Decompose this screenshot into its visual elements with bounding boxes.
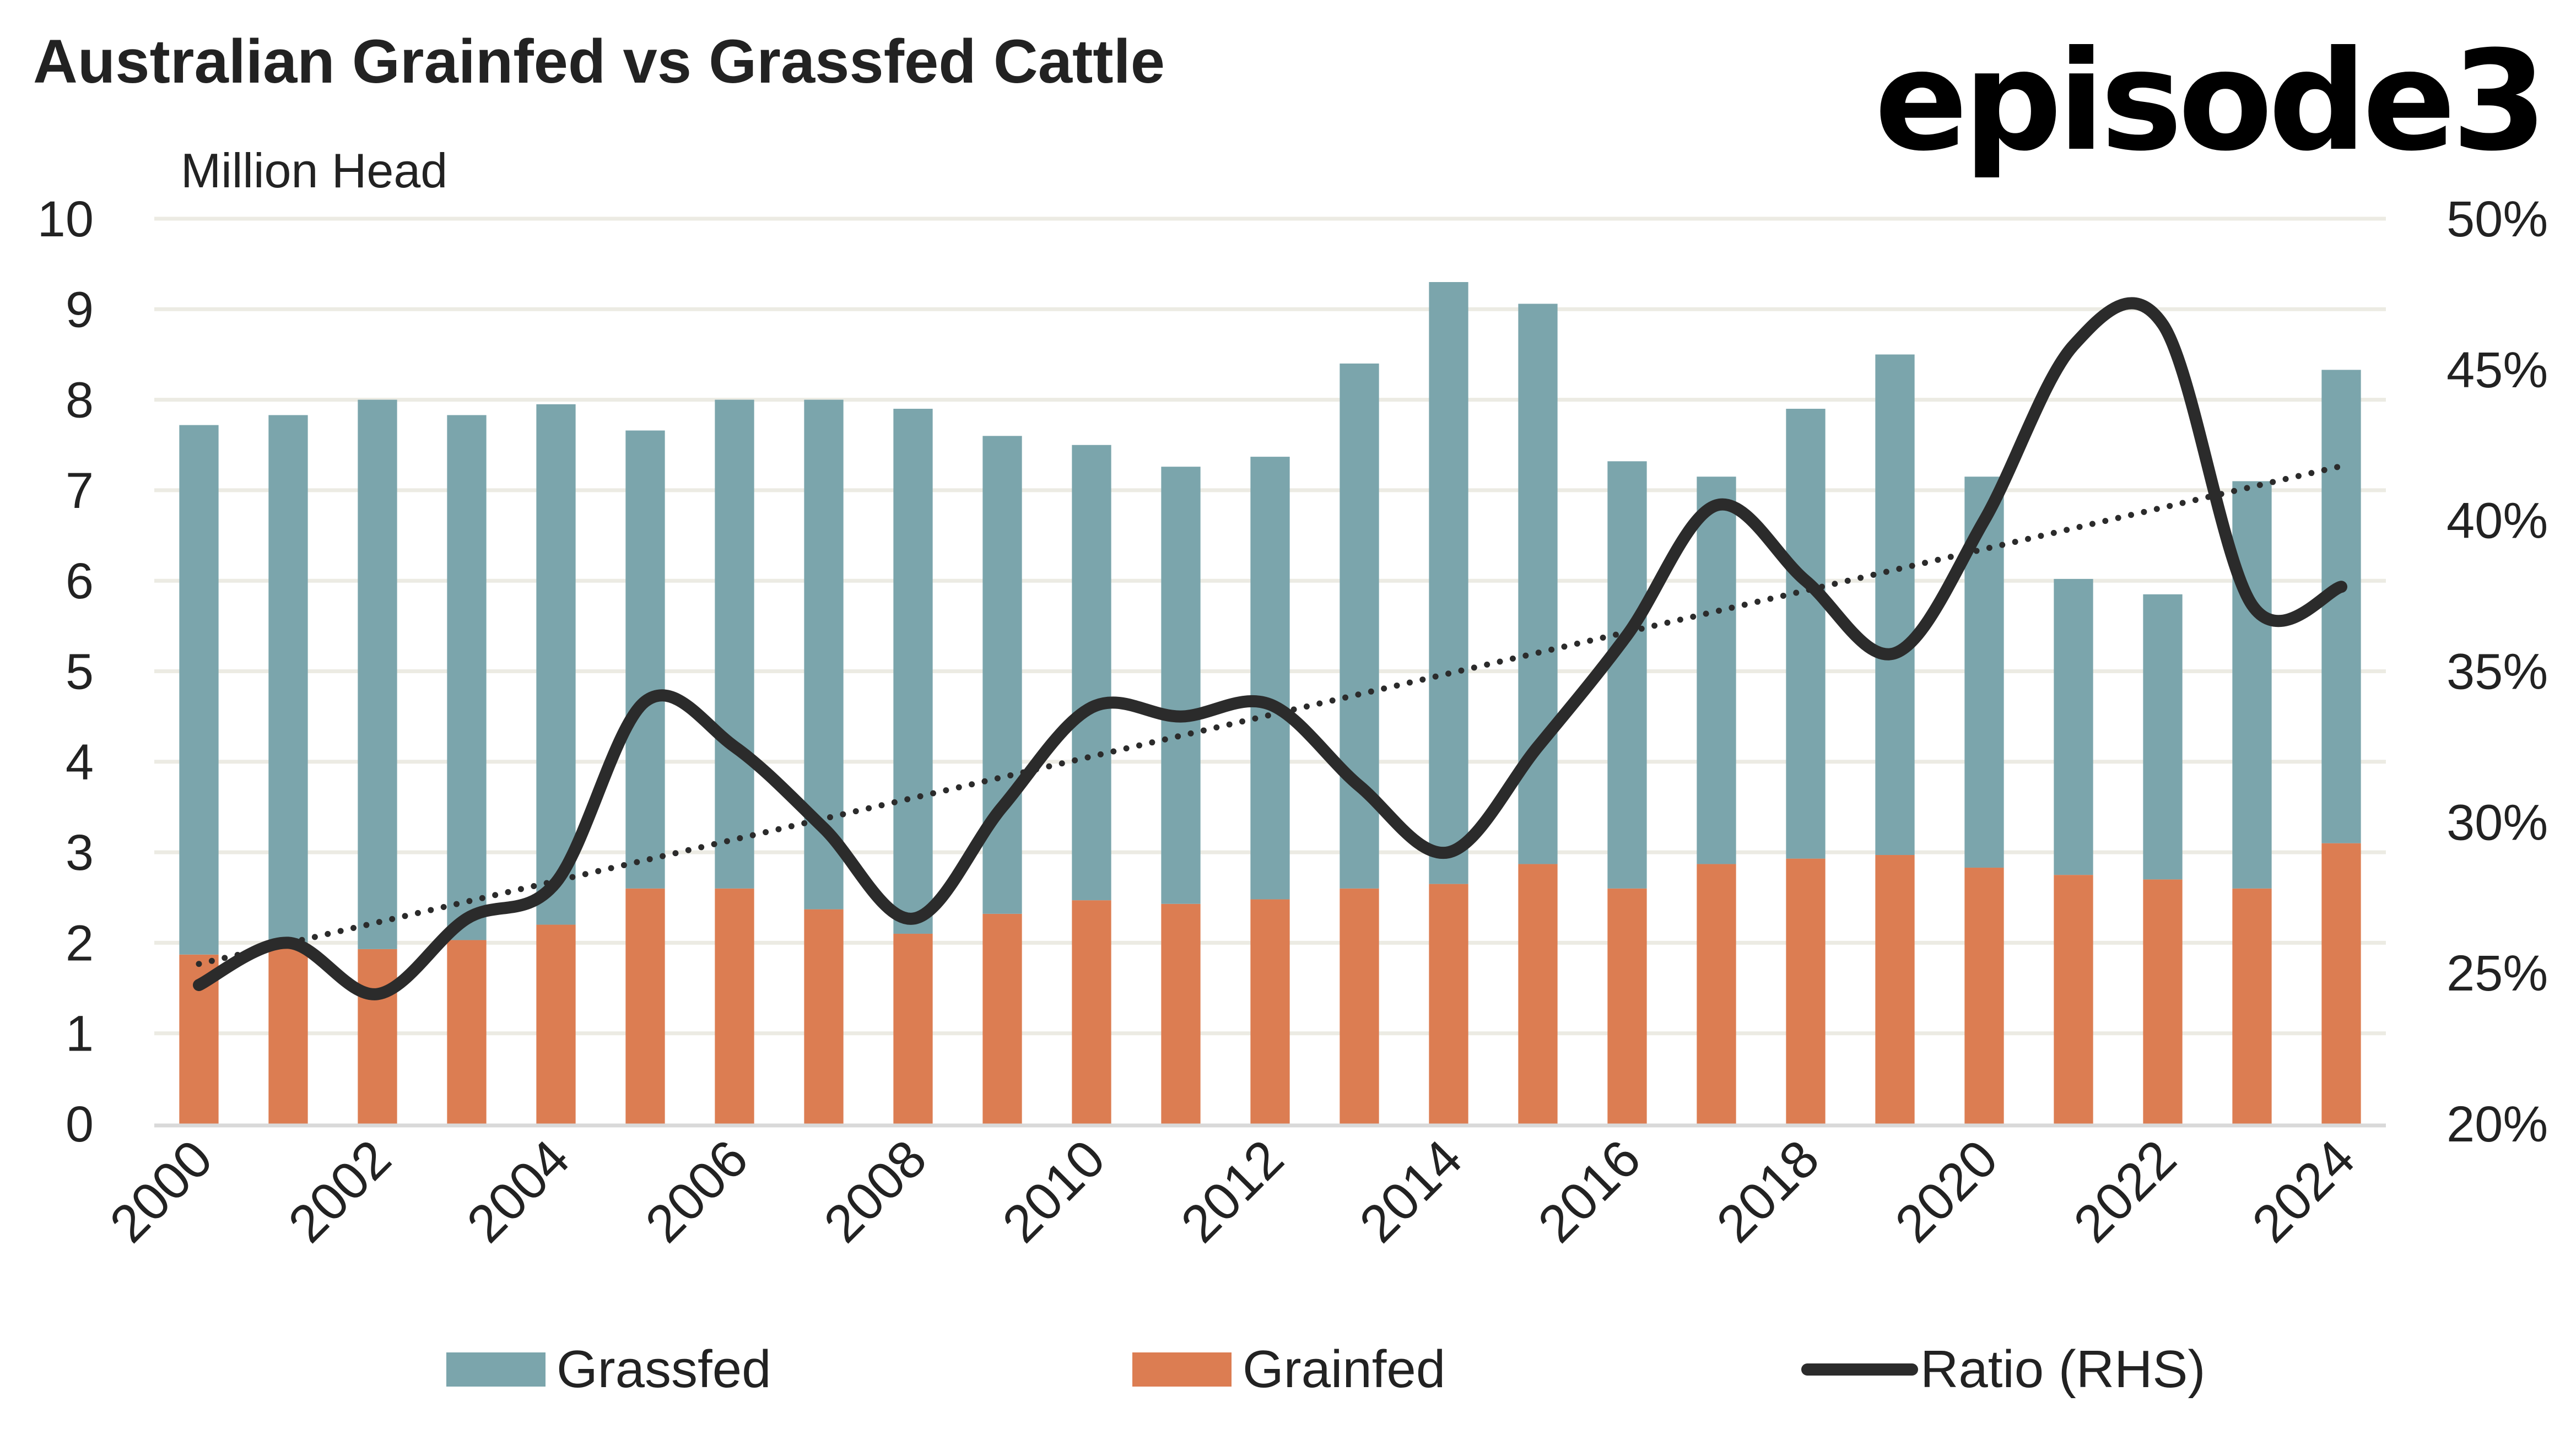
- y-tick-label: 9: [66, 282, 94, 338]
- legend-item: Grassfed: [446, 1340, 771, 1399]
- bar-grassfed: [893, 409, 933, 934]
- legend-item: Grainfed: [1132, 1340, 1445, 1399]
- y2-tick-label: 35%: [2447, 644, 2548, 700]
- y2-axis-ticks: 20% 25% 30% 35% 40% 45% 50%: [2447, 191, 2548, 1152]
- bar-grainfed: [358, 949, 397, 1124]
- y-tick-label: 1: [66, 1006, 94, 1062]
- bar-grainfed: [2143, 879, 2183, 1124]
- bar-grainfed: [1786, 858, 1826, 1124]
- bar-grassfed: [1607, 461, 1647, 889]
- bar-grainfed: [1607, 888, 1647, 1124]
- bar-grainfed: [715, 888, 754, 1124]
- bar-grassfed: [1429, 282, 1468, 884]
- bar-grassfed: [1072, 445, 1111, 901]
- bar-grainfed: [2232, 888, 2272, 1124]
- y2-tick-label: 30%: [2447, 794, 2548, 851]
- x-tick-label: 2000: [99, 1129, 224, 1254]
- bar-grassfed: [1518, 304, 1558, 864]
- bar-grassfed: [179, 425, 219, 955]
- bar-grainfed: [982, 913, 1022, 1124]
- bar-grainfed: [2321, 843, 2361, 1124]
- x-tick-label: 2016: [1527, 1129, 1652, 1254]
- bar-grainfed: [536, 924, 576, 1124]
- bar-grainfed: [2054, 875, 2093, 1124]
- bar-grassfed: [1697, 477, 1736, 864]
- ratio-line-path: [193, 297, 2347, 1000]
- bar-grassfed: [1875, 354, 1915, 856]
- bar-grassfed: [2232, 481, 2272, 889]
- bar-grassfed: [1786, 409, 1826, 859]
- x-tick-label: 2018: [1705, 1129, 1830, 1254]
- y-tick-label: 4: [66, 734, 94, 791]
- x-tick-label: 2014: [1348, 1129, 1473, 1254]
- bar-grassfed: [2143, 594, 2183, 880]
- x-tick-label: 2010: [991, 1129, 1116, 1254]
- bar-grassfed: [1161, 467, 1201, 904]
- y-tick-label: 3: [66, 825, 94, 881]
- y2-tick-label: 45%: [2447, 342, 2548, 398]
- bar-grainfed: [1340, 888, 1379, 1124]
- bar-grainfed: [447, 940, 487, 1124]
- y-tick-label: 8: [66, 372, 94, 429]
- y-axis-ticks: 0 1 2 3 4 5 6 7 8 9 10: [37, 191, 94, 1152]
- x-tick-label: 2002: [277, 1129, 402, 1254]
- legend: Grassfed Grainfed Ratio (RHS): [446, 1340, 2205, 1399]
- bar-grassfed: [2054, 578, 2093, 875]
- bar-grassfed: [447, 415, 487, 940]
- x-tick-label: 2008: [813, 1129, 938, 1254]
- y2-tick-label: 25%: [2447, 945, 2548, 1002]
- bar-grainfed: [625, 888, 665, 1124]
- y-tick-label: 2: [66, 915, 94, 971]
- y-tick-label: 7: [66, 463, 94, 519]
- y-tick-label: 6: [66, 553, 94, 609]
- bar-grainfed: [1964, 868, 2004, 1124]
- bar-grassfed: [268, 415, 308, 943]
- bar-grainfed: [893, 933, 933, 1124]
- x-tick-label: 2006: [634, 1129, 759, 1254]
- x-tick-label: 2012: [1170, 1129, 1295, 1254]
- x-axis-ticks: 2000 2002 2004 2006 2008 2010 2012 2014 2016 2018…: [99, 1129, 2366, 1254]
- bar-grassfed: [715, 399, 754, 889]
- bar-grassfed: [625, 430, 665, 889]
- x-tick-label: 2004: [456, 1129, 581, 1254]
- y2-tick-label: 50%: [2447, 191, 2548, 247]
- y2-tick-label: 40%: [2447, 493, 2548, 549]
- y-tick-label: 10: [37, 191, 94, 247]
- bar-grassfed: [358, 399, 397, 949]
- bar-grassfed: [982, 436, 1022, 914]
- legend-label: Grainfed: [1243, 1340, 1445, 1399]
- x-tick-label: 2020: [1884, 1129, 2009, 1254]
- bars: [179, 282, 2361, 1124]
- bar-grassfed: [536, 404, 576, 925]
- bar-grassfed: [1250, 457, 1290, 900]
- y-tick-label: 5: [66, 644, 94, 700]
- bar-grainfed: [1161, 903, 1201, 1124]
- ratio-line: [193, 297, 2347, 1000]
- trendline-path: [196, 463, 2345, 967]
- y-axis-label: Million Head: [181, 143, 447, 198]
- bar-grainfed: [804, 909, 844, 1124]
- bar-grainfed: [1875, 855, 1915, 1124]
- bar-grassfed: [1340, 363, 1379, 889]
- y-tick-label: 0: [66, 1096, 94, 1152]
- bar-grainfed: [268, 943, 308, 1124]
- legend-swatch: [1132, 1352, 1232, 1387]
- legend-label: Ratio (RHS): [1920, 1340, 2205, 1399]
- bar-grainfed: [1072, 900, 1111, 1124]
- bar-grainfed: [1697, 864, 1736, 1124]
- bar-grainfed: [1429, 884, 1468, 1124]
- bar-grainfed: [1518, 864, 1558, 1124]
- x-tick-label: 2024: [2241, 1129, 2366, 1254]
- trendline: [196, 463, 2345, 967]
- brand-logo: episode3: [1875, 21, 2543, 181]
- bar-grainfed: [1250, 899, 1290, 1124]
- x-tick-label: 2022: [2062, 1129, 2188, 1254]
- legend-item: Ratio (RHS): [1801, 1340, 2205, 1399]
- chart-title: Australian Grainfed vs Grassfed Cattle: [33, 27, 1165, 96]
- bar-grassfed: [2321, 370, 2361, 843]
- legend-swatch: [446, 1352, 546, 1387]
- y2-tick-label: 20%: [2447, 1096, 2548, 1152]
- legend-label: Grassfed: [557, 1340, 771, 1399]
